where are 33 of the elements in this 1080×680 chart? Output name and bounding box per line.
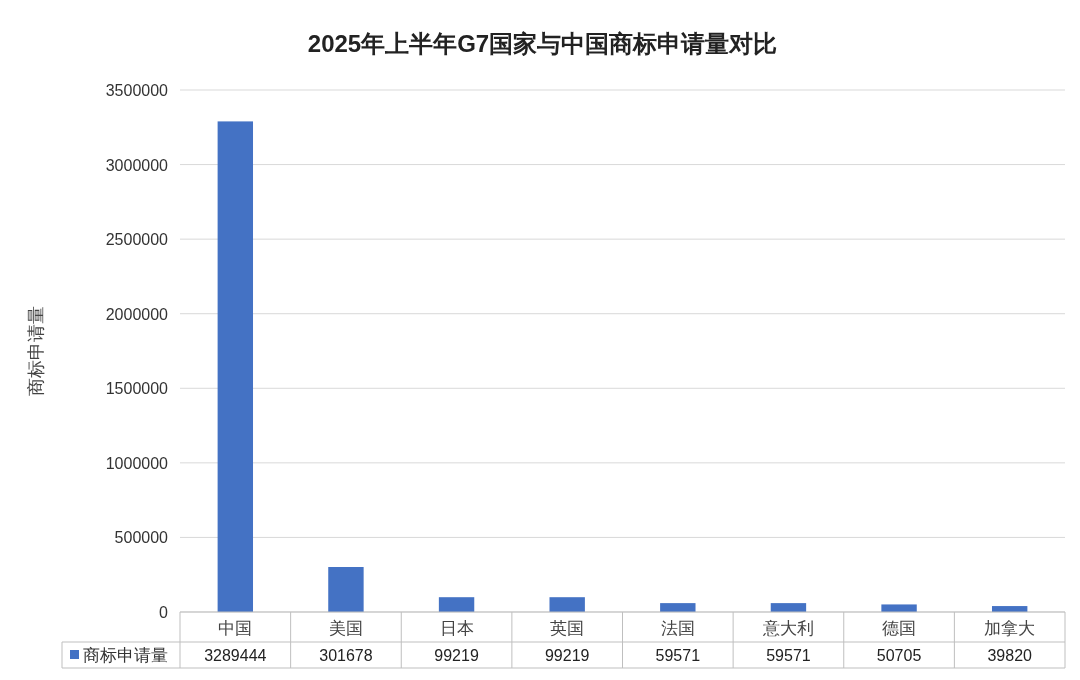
bar	[217, 121, 254, 612]
y-tick-label: 0	[159, 604, 169, 621]
y-tick-label: 500000	[114, 529, 169, 547]
data-label: 59571	[655, 647, 701, 664]
bar	[549, 597, 585, 612]
x-tick-label: 加拿大	[984, 619, 1036, 638]
x-tick-label: 德国	[882, 619, 917, 638]
x-tick-label: 日本	[439, 619, 474, 638]
y-tick-label: 3000000	[105, 156, 169, 174]
y-axis-title: 商标申请量	[26, 306, 46, 396]
bar	[660, 603, 696, 612]
bar	[328, 567, 364, 612]
data-label: 50705	[876, 647, 922, 664]
y-tick-label: 1000000	[105, 454, 169, 472]
x-tick-label: 中国	[218, 619, 253, 638]
data-label: 39820	[987, 647, 1033, 664]
data-label: 99219	[434, 647, 479, 664]
x-tick-label: 意大利	[761, 619, 814, 638]
data-label: 59571	[766, 647, 811, 664]
data-label: 99219	[544, 647, 590, 664]
data-label: 301678	[319, 647, 373, 664]
y-tick-label: 2500000	[105, 231, 169, 249]
bar	[438, 597, 475, 612]
y-tick-label: 1500000	[105, 380, 169, 398]
y-tick-label: 2000000	[105, 305, 169, 323]
y-tick-label: 3500000	[105, 82, 169, 99]
bar	[881, 604, 917, 612]
x-tick-label: 美国	[328, 619, 363, 638]
legend-label: 商标申请量	[83, 646, 168, 665]
x-tick-label: 法国	[660, 619, 695, 638]
data-label: 3289444	[204, 647, 267, 664]
chart-title: 2025年上半年G7国家与中国商标申请量对比	[307, 30, 778, 57]
x-tick-label: 英国	[550, 619, 585, 638]
